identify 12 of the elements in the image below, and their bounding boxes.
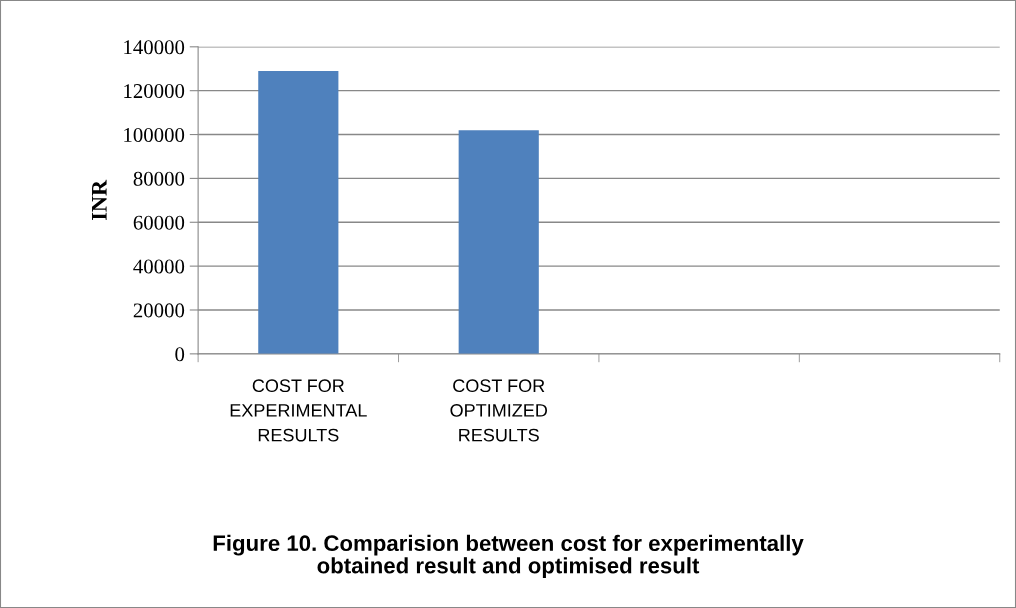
y-tick-label: 20000 bbox=[133, 303, 185, 318]
y-tick-label: 80000 bbox=[133, 171, 185, 186]
x-tick-label: COST FOR OPTIMIZED RESULTS bbox=[450, 379, 548, 442]
y-tick-label: 0 bbox=[175, 347, 185, 362]
text: Figure 10. Comparision between cost for experimentally obtained result and optimised result bbox=[213, 534, 804, 578]
y-tick-label: 120000 bbox=[124, 84, 185, 99]
y-tick-label: 140000 bbox=[124, 40, 185, 55]
y-tick-label: 40000 bbox=[133, 259, 185, 274]
y-axis-title: INR bbox=[92, 179, 107, 220]
y-tick-label: 60000 bbox=[133, 215, 185, 230]
y-tick-label: 100000 bbox=[124, 127, 185, 142]
x-tick-label: COST FOR EXPERIMENTAL RESULTS bbox=[230, 379, 367, 442]
